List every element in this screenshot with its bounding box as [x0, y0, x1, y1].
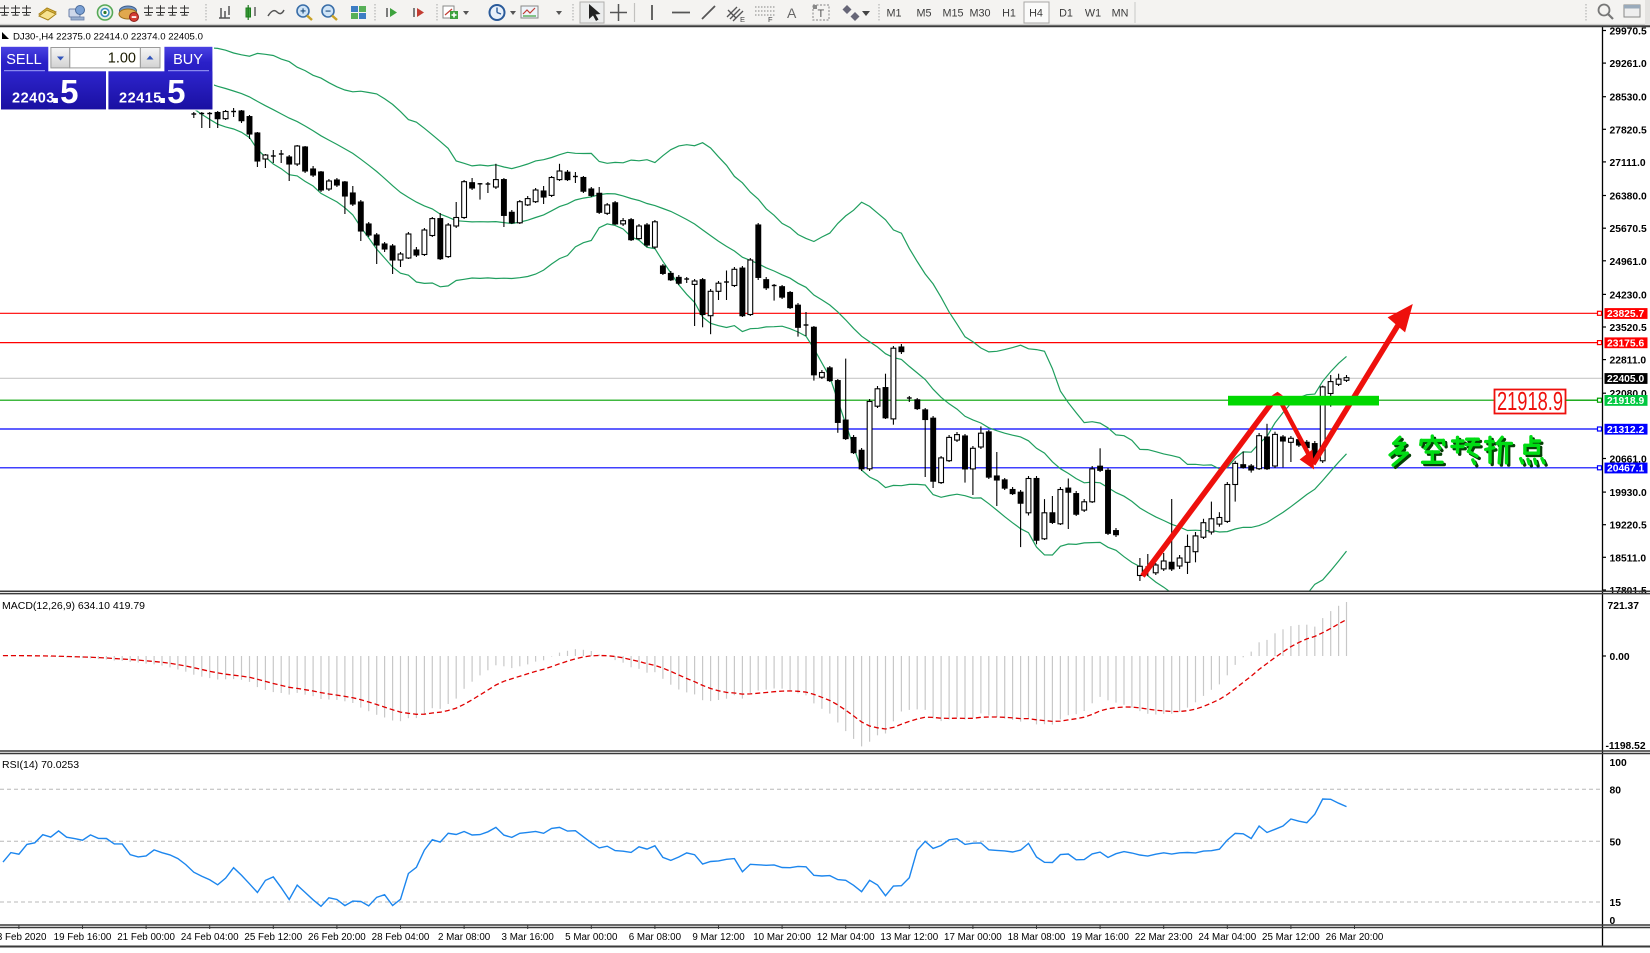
- svg-text:−: −: [325, 7, 331, 18]
- svg-text:6 Mar 08:00: 6 Mar 08:00: [629, 932, 682, 943]
- svg-text:E: E: [740, 15, 745, 24]
- svg-text:721.37: 721.37: [1608, 601, 1640, 612]
- svg-text:100: 100: [1610, 758, 1627, 769]
- svg-text:27820.5: 27820.5: [1610, 125, 1647, 136]
- svg-text:0.00: 0.00: [1610, 652, 1630, 663]
- svg-text:23825.7: 23825.7: [1607, 309, 1644, 320]
- svg-text:SELL: SELL: [6, 52, 41, 68]
- svg-text:M1: M1: [887, 8, 902, 20]
- svg-text:H1: H1: [1002, 8, 1016, 20]
- svg-text:MN: MN: [1112, 8, 1129, 20]
- svg-text:5 Mar 00:00: 5 Mar 00:00: [565, 932, 618, 943]
- svg-text:18 Mar 08:00: 18 Mar 08:00: [1008, 932, 1066, 943]
- svg-text:15: 15: [1610, 898, 1622, 909]
- svg-text:23175.6: 23175.6: [1607, 338, 1644, 349]
- svg-text:22405.0: 22405.0: [1607, 374, 1644, 385]
- svg-text:19930.0: 19930.0: [1610, 488, 1647, 499]
- svg-text:22403: 22403: [12, 91, 55, 107]
- svg-text:25 Mar 12:00: 25 Mar 12:00: [1262, 932, 1320, 943]
- svg-text:M5: M5: [917, 8, 932, 20]
- svg-text:25 Feb 12:00: 25 Feb 12:00: [244, 932, 302, 943]
- svg-text:26 Feb 20:00: 26 Feb 20:00: [308, 932, 366, 943]
- svg-text:2 Mar 08:00: 2 Mar 08:00: [438, 932, 491, 943]
- svg-text:BUY: BUY: [173, 52, 203, 68]
- svg-text:RSI(14) 70.0253: RSI(14) 70.0253: [2, 759, 79, 771]
- svg-text:H4: H4: [1029, 8, 1043, 20]
- svg-text:23520.5: 23520.5: [1610, 323, 1647, 334]
- svg-text:22 Mar 23:00: 22 Mar 23:00: [1135, 932, 1193, 943]
- svg-text:13 Feb 2020: 13 Feb 2020: [0, 932, 47, 943]
- svg-text:.5: .5: [158, 73, 186, 110]
- svg-text:+: +: [300, 7, 306, 18]
- svg-text:18511.0: 18511.0: [1610, 553, 1647, 564]
- svg-text:M15: M15: [942, 8, 963, 20]
- svg-text:F: F: [768, 15, 773, 24]
- svg-text:21918.9: 21918.9: [1497, 388, 1563, 416]
- svg-text:24230.0: 24230.0: [1610, 290, 1647, 301]
- svg-text:22415: 22415: [119, 91, 162, 107]
- svg-text:9 Mar 12:00: 9 Mar 12:00: [692, 932, 745, 943]
- svg-text:0: 0: [1610, 916, 1616, 927]
- svg-text:17 Mar 00:00: 17 Mar 00:00: [944, 932, 1002, 943]
- svg-text:DJ30-,H4 22375.0 22414.0 2237: DJ30-,H4 22375.0 22414.0 22374.0 22405.0: [13, 32, 203, 43]
- svg-text:W1: W1: [1085, 8, 1101, 20]
- svg-text:26380.0: 26380.0: [1610, 192, 1647, 203]
- svg-text:MACD(12,26,9) 634.10 419.79: MACD(12,26,9) 634.10 419.79: [2, 600, 145, 612]
- svg-text:80: 80: [1610, 785, 1622, 796]
- svg-text:19220.5: 19220.5: [1610, 521, 1647, 532]
- svg-text:22080.0: 22080.0: [1610, 389, 1647, 400]
- svg-text:-1198.52: -1198.52: [1606, 741, 1646, 752]
- svg-text:10 Mar 20:00: 10 Mar 20:00: [753, 932, 811, 943]
- svg-text:27111.0: 27111.0: [1610, 158, 1646, 169]
- svg-text:28 Feb 04:00: 28 Feb 04:00: [372, 932, 430, 943]
- svg-text:.5: .5: [51, 73, 79, 110]
- svg-text:29261.0: 29261.0: [1610, 59, 1647, 70]
- svg-text:22811.0: 22811.0: [1610, 356, 1647, 367]
- svg-text:19 Mar 16:00: 19 Mar 16:00: [1071, 932, 1129, 943]
- svg-text:1.00: 1.00: [108, 51, 136, 67]
- svg-text:M30: M30: [969, 8, 990, 20]
- svg-text:24961.0: 24961.0: [1610, 257, 1647, 268]
- svg-text:50: 50: [1610, 837, 1622, 848]
- svg-text:20661.0: 20661.0: [1610, 455, 1647, 466]
- svg-text:12 Mar 04:00: 12 Mar 04:00: [817, 932, 875, 943]
- svg-text:29970.5: 29970.5: [1610, 27, 1647, 38]
- svg-text:28530.0: 28530.0: [1610, 93, 1647, 104]
- svg-text:21312.2: 21312.2: [1607, 425, 1644, 436]
- svg-text:19 Feb 16:00: 19 Feb 16:00: [54, 932, 112, 943]
- svg-text:25670.5: 25670.5: [1610, 224, 1647, 235]
- svg-text:24 Feb 04:00: 24 Feb 04:00: [181, 932, 239, 943]
- svg-text:26 Mar 20:00: 26 Mar 20:00: [1326, 932, 1384, 943]
- svg-text:13 Mar 12:00: 13 Mar 12:00: [880, 932, 938, 943]
- svg-text:21 Feb 00:00: 21 Feb 00:00: [117, 932, 175, 943]
- svg-text:D1: D1: [1059, 8, 1073, 20]
- svg-text:21918.9: 21918.9: [1607, 396, 1644, 407]
- svg-text:3 Mar 16:00: 3 Mar 16:00: [502, 932, 555, 943]
- svg-text:T: T: [818, 8, 825, 20]
- svg-text:24 Mar 04:00: 24 Mar 04:00: [1198, 932, 1256, 943]
- svg-text:20467.1: 20467.1: [1607, 464, 1644, 475]
- svg-text:A: A: [787, 5, 797, 21]
